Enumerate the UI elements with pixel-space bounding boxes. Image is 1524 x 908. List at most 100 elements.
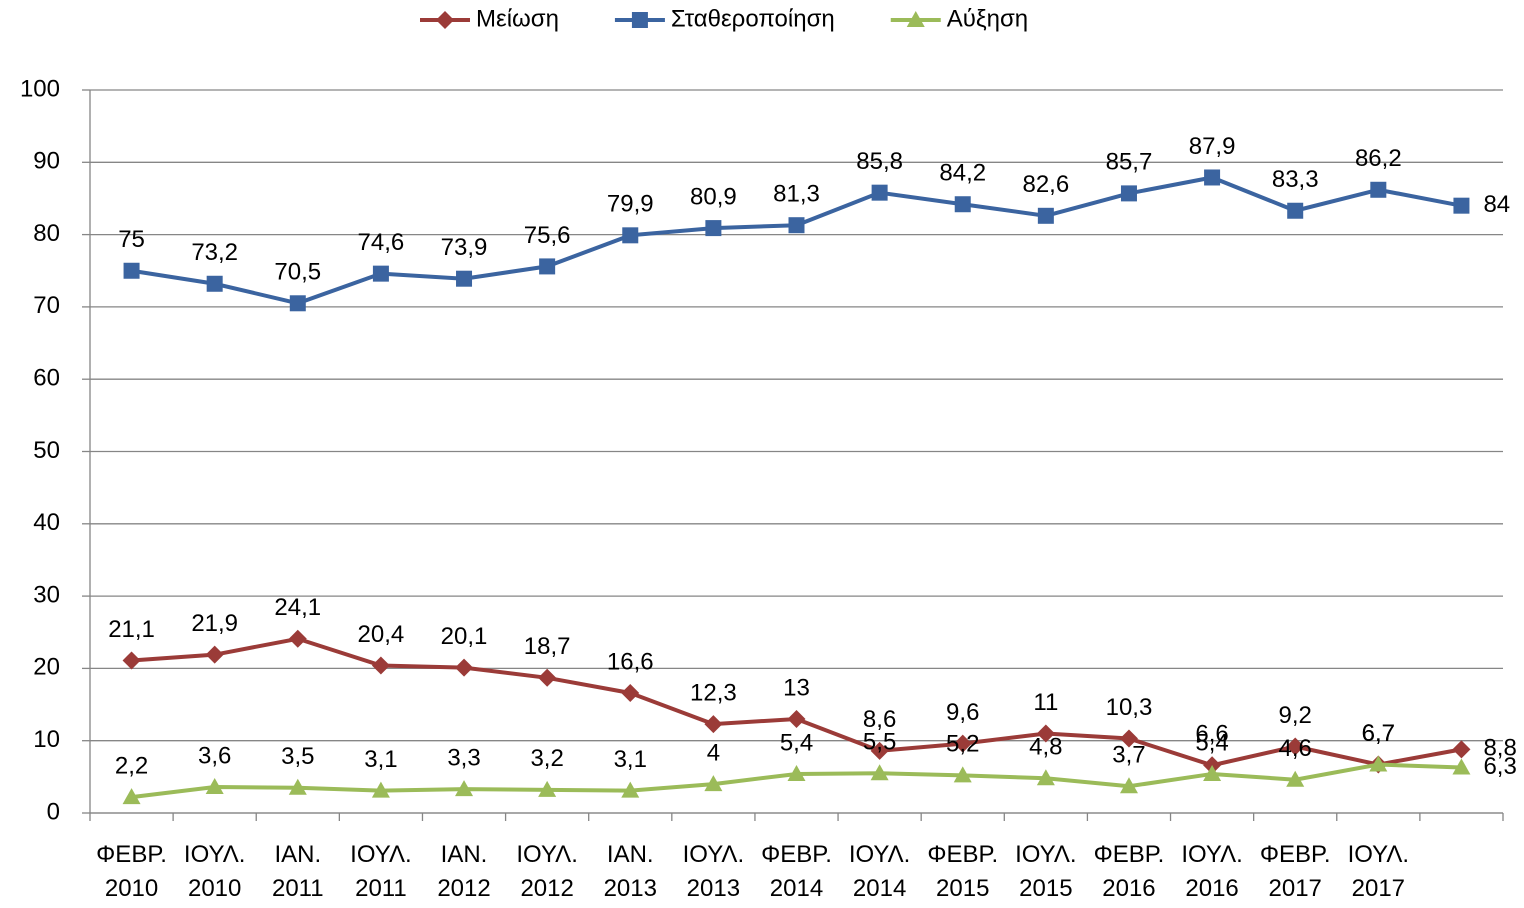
marker — [1119, 729, 1138, 748]
data-label: 74,6 — [358, 229, 405, 256]
data-label: 16,6 — [607, 648, 654, 675]
marker — [870, 764, 889, 781]
marker — [205, 777, 224, 794]
data-label: 4,6 — [1279, 735, 1312, 762]
marker — [953, 734, 972, 753]
marker — [1204, 169, 1221, 186]
marker — [953, 766, 972, 783]
data-label: 21,1 — [108, 616, 155, 643]
marker — [539, 258, 556, 275]
data-label: 4,8 — [1029, 734, 1062, 761]
data-label: 70,5 — [274, 259, 321, 286]
x-tick-label: ΙΟΥΛ. 2016 — [1181, 841, 1243, 902]
data-label: 79,9 — [607, 191, 654, 218]
data-label: 8,6 — [863, 706, 896, 733]
data-label: 3,1 — [364, 746, 397, 773]
marker — [538, 780, 557, 797]
legend-label: Μείωση — [476, 5, 559, 32]
x-tick-label: ΙΑΝ. 2011 — [272, 841, 324, 902]
marker — [1120, 185, 1137, 202]
marker — [288, 778, 307, 795]
data-label: 12,3 — [690, 679, 737, 706]
marker — [122, 651, 141, 670]
data-label: 3,5 — [281, 743, 314, 770]
y-tick-label: 20 — [33, 654, 60, 681]
x-tick-label: ΦΕΒΡ. 2010 — [96, 841, 167, 902]
marker — [123, 262, 140, 279]
marker — [704, 775, 723, 792]
marker — [622, 227, 639, 244]
marker — [122, 788, 141, 805]
marker — [1287, 202, 1304, 219]
marker — [455, 780, 474, 797]
data-label: 86,2 — [1355, 145, 1402, 172]
data-label: 11 — [1033, 689, 1058, 716]
marker — [870, 741, 889, 760]
data-label: 82,6 — [1022, 171, 1069, 198]
marker — [871, 184, 888, 201]
data-label: 73,2 — [191, 239, 238, 266]
data-label: 81,3 — [773, 181, 820, 208]
data-label: 3,1 — [614, 746, 647, 773]
marker — [1036, 769, 1055, 786]
data-label: 5,2 — [946, 731, 979, 758]
marker — [1453, 197, 1470, 214]
marker — [787, 710, 806, 729]
marker — [538, 668, 557, 687]
data-label: 87,9 — [1189, 133, 1236, 160]
marker — [206, 275, 223, 292]
data-label: 6,7 — [1362, 720, 1395, 747]
data-label: 3,2 — [530, 745, 563, 772]
data-label: 5,4 — [1195, 729, 1228, 756]
data-label: 6,7 — [1362, 720, 1395, 747]
marker — [1452, 740, 1471, 759]
data-label: 6,3 — [1483, 753, 1516, 780]
y-tick-label: 90 — [33, 148, 60, 175]
y-tick-label: 70 — [33, 292, 60, 319]
marker — [1286, 770, 1305, 787]
data-label: 3,7 — [1112, 742, 1145, 769]
data-label: 84 — [1483, 191, 1510, 218]
y-tick-label: 100 — [20, 75, 60, 102]
x-tick-label: ΦΕΒΡ. 2014 — [761, 841, 832, 902]
data-label: 75 — [118, 226, 145, 253]
x-tick-label: ΦΕΒΡ. 2015 — [927, 841, 998, 902]
marker — [621, 683, 640, 702]
data-label: 73,9 — [441, 234, 488, 261]
marker — [787, 764, 806, 781]
data-label: 8,8 — [1483, 735, 1516, 762]
x-tick-label: ΙΟΥΛ. 2017 — [1348, 841, 1410, 902]
x-tick-label: ΙΟΥΛ. 2012 — [516, 841, 578, 902]
marker — [288, 629, 307, 648]
marker — [205, 645, 224, 664]
data-label: 20,1 — [441, 623, 488, 650]
data-label: 85,7 — [1106, 149, 1153, 176]
data-label: 20,4 — [358, 621, 405, 648]
marker — [456, 270, 473, 287]
marker — [1203, 764, 1222, 781]
legend-label: Σταθεροποίηση — [671, 5, 835, 32]
marker — [289, 295, 306, 312]
data-label: 6,6 — [1195, 721, 1228, 748]
x-tick-label: ΦΕΒΡ. 2016 — [1094, 841, 1165, 902]
marker — [372, 265, 389, 282]
legend-label: Αύξηση — [947, 5, 1028, 32]
y-tick-label: 80 — [33, 220, 60, 247]
data-label: 75,6 — [524, 222, 571, 249]
data-label: 9,2 — [1279, 702, 1312, 729]
legend: Μείωση Σταθεροποίηση Αύξηση — [420, 5, 1028, 32]
y-tick-label: 0 — [47, 798, 60, 825]
marker — [954, 196, 971, 213]
data-label: 4 — [707, 739, 720, 766]
data-label: 9,6 — [946, 699, 979, 726]
data-label: 84,2 — [939, 160, 986, 187]
data-label: 83,3 — [1272, 166, 1319, 193]
marker — [1369, 755, 1388, 772]
data-label: 3,3 — [447, 744, 480, 771]
x-tick-label: ΙΟΥΛ. 2010 — [184, 841, 246, 902]
marker — [1037, 207, 1054, 224]
marker — [455, 658, 474, 677]
y-tick-label: 30 — [33, 581, 60, 608]
marker — [631, 12, 648, 28]
